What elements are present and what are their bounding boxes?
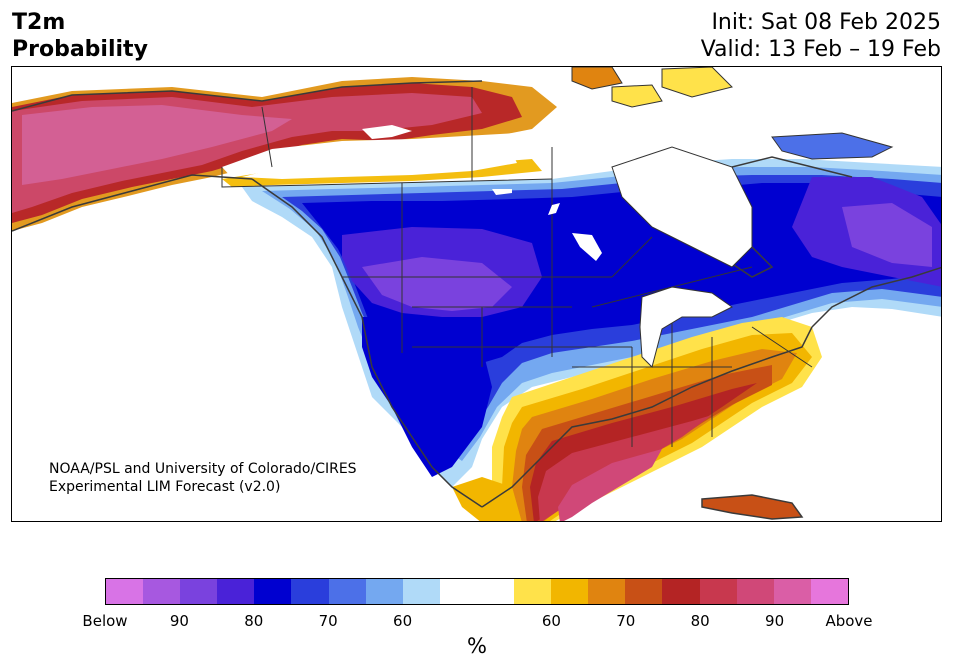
forecast-dates: Init: Sat 08 Feb 2025 Valid: 13 Feb – 19… bbox=[701, 9, 941, 63]
colorbar-tick-label: 80 bbox=[690, 612, 710, 630]
hudson-bay bbox=[611, 146, 753, 268]
colorbar-segment bbox=[328, 579, 366, 604]
title-type: Probability bbox=[12, 37, 148, 62]
map-title: T2m Probability bbox=[12, 9, 148, 63]
colorbar-segment bbox=[217, 579, 255, 604]
colorbar-segment bbox=[625, 579, 663, 604]
probability-map bbox=[11, 66, 942, 522]
colorbar-segment bbox=[662, 579, 700, 604]
colorbar-segment bbox=[439, 579, 477, 604]
colorbar-segment bbox=[699, 579, 737, 604]
map-canvas bbox=[12, 67, 941, 521]
colorbar-segment bbox=[514, 579, 552, 604]
credit-line1: NOAA/PSL and University of Colorado/CIRE… bbox=[49, 461, 357, 477]
colorbar-segment bbox=[476, 579, 515, 604]
valid-date: Valid: 13 Feb – 19 Feb bbox=[700, 37, 941, 62]
colorbar-segment bbox=[551, 579, 589, 604]
colorbar-tick-label: 90 bbox=[765, 612, 785, 630]
title-variable: T2m bbox=[12, 10, 66, 35]
colorbar-unit: % bbox=[467, 634, 487, 658]
colorbar-segment bbox=[291, 579, 329, 604]
colorbar-tick-label: Below bbox=[82, 612, 128, 630]
colorbar-tick-label: 60 bbox=[541, 612, 561, 630]
great-lakes bbox=[639, 286, 733, 368]
init-date: Init: Sat 08 Feb 2025 bbox=[711, 10, 941, 35]
colorbar-segment bbox=[773, 579, 811, 604]
credit-text: NOAA/PSL and University of Colorado/CIRE… bbox=[49, 460, 357, 496]
colorbar-tick-label: 90 bbox=[169, 612, 189, 630]
colorbar-segment bbox=[588, 579, 626, 604]
colorbar-segment bbox=[736, 579, 774, 604]
colorbar-segment bbox=[402, 579, 440, 604]
colorbar-tick-label: 60 bbox=[393, 612, 413, 630]
colorbar-tick-label: 70 bbox=[616, 612, 636, 630]
colorbar-segment bbox=[254, 579, 292, 604]
colorbar-segment bbox=[365, 579, 403, 604]
colorbar-segment bbox=[143, 579, 181, 604]
colorbar-tick-label: 70 bbox=[318, 612, 338, 630]
colorbar-segment bbox=[810, 579, 848, 604]
colorbar-segment bbox=[106, 579, 144, 604]
colorbar-segment bbox=[180, 579, 218, 604]
colorbar-tick-label: 80 bbox=[244, 612, 264, 630]
colorbar-tick-label: Above bbox=[825, 612, 873, 630]
credit-line2: Experimental LIM Forecast (v2.0) bbox=[49, 479, 281, 495]
colorbar bbox=[105, 578, 849, 605]
